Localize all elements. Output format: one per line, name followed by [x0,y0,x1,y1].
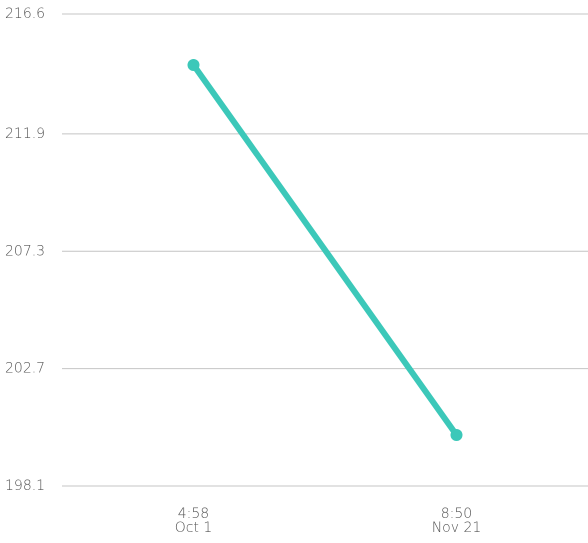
y-tick-label: 207.3 [5,243,45,259]
x-tick-label: Oct 1 [175,520,213,536]
point [187,59,200,72]
y-tick-label: 211.9 [5,126,45,142]
y-tick-label: 202.7 [5,361,45,377]
x-tick-label: 8:50 [441,506,472,522]
x-tick-label: 4:58 [178,506,209,522]
y-tick-label: 198.1 [5,478,45,494]
line [190,62,460,438]
x-tick-label: Nov 21 [432,520,482,536]
point [450,428,463,441]
y-tick-label: 216.6 [5,6,45,22]
